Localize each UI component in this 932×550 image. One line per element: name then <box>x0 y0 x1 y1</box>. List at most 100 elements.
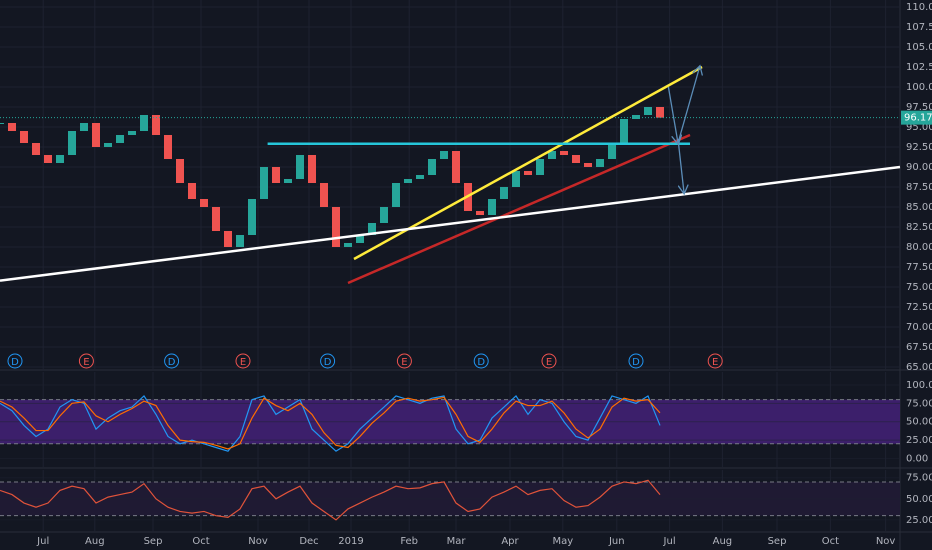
candle <box>260 167 268 199</box>
trend-line <box>347 133 691 285</box>
candle <box>116 135 124 143</box>
candle <box>500 187 508 199</box>
candle <box>164 135 172 159</box>
candle <box>212 207 220 231</box>
arrow <box>667 86 678 143</box>
candle <box>656 107 664 118</box>
y-tick-label: 25.00 <box>906 435 932 446</box>
event-label: D <box>168 357 176 368</box>
x-tick-label: Nov <box>248 536 268 547</box>
y-tick-label: 85.00 <box>906 202 932 213</box>
candle <box>224 231 232 247</box>
event-marker <box>78 353 94 369</box>
candle <box>332 207 340 247</box>
candle <box>320 183 328 207</box>
candle <box>560 151 568 155</box>
candle <box>416 175 424 179</box>
candle <box>524 171 532 175</box>
y-tick-label: 0.00 <box>906 454 928 465</box>
event-label: D <box>11 357 19 368</box>
trend-line <box>353 65 703 261</box>
candle <box>104 143 112 147</box>
candle <box>440 151 448 159</box>
candle <box>572 155 580 163</box>
y-tick-label: 50.00 <box>906 494 932 505</box>
candle <box>368 223 376 235</box>
event-label: D <box>632 357 640 368</box>
rsi-line <box>0 479 661 521</box>
y-tick-label: 97.50 <box>906 102 932 113</box>
event-marker <box>473 353 489 369</box>
candle <box>188 183 196 199</box>
y-tick-label: 75.00 <box>906 473 932 484</box>
event-marker <box>707 353 723 369</box>
event-label: E <box>712 357 718 368</box>
x-tick-label: Feb <box>400 536 418 547</box>
x-tick-label: Jul <box>36 536 49 547</box>
candle <box>608 143 616 159</box>
x-tick-label: Aug <box>713 536 733 547</box>
last-price-box <box>901 110 932 125</box>
x-tick-label: Jul <box>663 536 676 547</box>
y-tick-label: 50.00 <box>906 417 932 428</box>
candle <box>584 163 592 167</box>
x-tick-label: Mar <box>447 536 467 547</box>
y-tick-label: 25.00 <box>906 515 932 526</box>
candle <box>620 119 628 143</box>
candle <box>236 235 244 247</box>
candle <box>536 159 544 175</box>
event-marker <box>541 353 557 369</box>
y-tick-label: 80.00 <box>906 242 932 253</box>
candle <box>596 159 604 167</box>
x-tick-label: Oct <box>822 536 839 547</box>
event-marker <box>320 353 336 369</box>
candle <box>200 199 208 207</box>
y-tick-label: 110.00 <box>906 2 932 13</box>
candle <box>344 243 352 247</box>
candle <box>92 123 100 147</box>
x-tick-label: Sep <box>768 536 787 547</box>
y-tick-label: 95.00 <box>906 122 932 133</box>
candle <box>176 159 184 183</box>
y-tick-label: 87.50 <box>906 182 932 193</box>
y-tick-label: 75.00 <box>906 398 932 409</box>
y-tick-label: 92.50 <box>906 142 932 153</box>
event-label: D <box>477 357 485 368</box>
candle <box>68 131 76 155</box>
y-tick-label: 75.00 <box>906 282 932 293</box>
y-tick-label: 100.00 <box>906 82 932 93</box>
event-label: E <box>546 357 552 368</box>
candle <box>356 235 364 243</box>
y-tick-label: 105.00 <box>906 42 932 53</box>
event-marker <box>235 353 251 369</box>
candle <box>80 123 88 131</box>
event-marker <box>164 353 180 369</box>
event-label: D <box>324 357 332 368</box>
candle <box>272 167 280 183</box>
trend-line <box>0 165 901 282</box>
event-label: E <box>83 357 89 368</box>
candle <box>380 207 388 223</box>
y-tick-label: 72.50 <box>906 302 932 313</box>
event-marker <box>396 353 412 369</box>
x-tick-label: May <box>552 536 573 547</box>
candle <box>152 115 160 135</box>
y-tick-label: 90.00 <box>906 162 932 173</box>
candle <box>56 155 64 163</box>
candle <box>20 131 28 143</box>
x-tick-label: Nov <box>876 536 896 547</box>
candle <box>428 159 436 175</box>
x-tick-label: Oct <box>192 536 209 547</box>
y-tick-label: 102.50 <box>906 62 932 73</box>
y-tick-label: 82.50 <box>906 222 932 233</box>
candle <box>8 123 16 131</box>
x-tick-label: Jun <box>608 536 625 547</box>
candle <box>296 155 304 179</box>
event-label: E <box>240 357 246 368</box>
candle <box>488 199 496 215</box>
arrow <box>677 67 700 144</box>
candle <box>452 151 460 183</box>
candle <box>512 171 520 187</box>
y-tick-label: 67.50 <box>906 342 932 353</box>
